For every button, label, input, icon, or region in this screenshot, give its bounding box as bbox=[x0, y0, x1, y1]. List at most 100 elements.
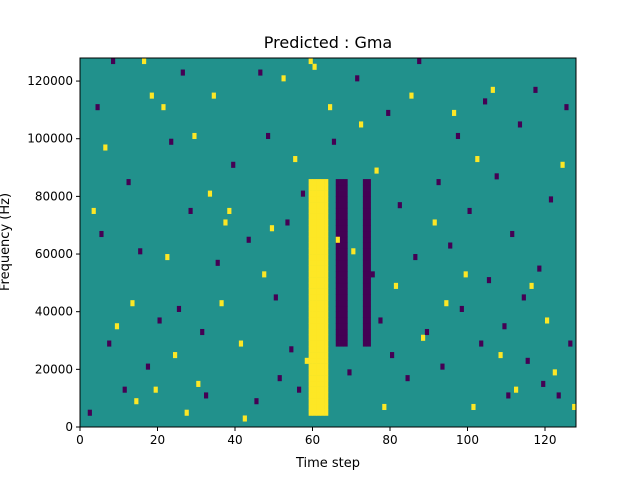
heatmap-cell bbox=[324, 277, 329, 284]
heatmap-cell bbox=[328, 104, 333, 111]
heatmap-cell bbox=[335, 190, 340, 197]
heatmap-cell bbox=[343, 230, 348, 238]
heatmap-cell bbox=[335, 328, 340, 336]
heatmap-cell bbox=[149, 92, 154, 99]
heatmap-cell bbox=[362, 294, 368, 301]
heatmap-cell bbox=[285, 219, 290, 226]
heatmap-cell bbox=[343, 248, 348, 255]
heatmap-cell bbox=[324, 317, 329, 324]
heatmap-cell bbox=[312, 323, 317, 330]
heatmap-cell bbox=[215, 259, 220, 266]
heatmap-cell bbox=[339, 236, 344, 243]
heatmap-cell bbox=[366, 254, 371, 261]
heatmap-cell bbox=[335, 294, 340, 301]
heatmap-cell bbox=[335, 184, 340, 191]
heatmap-cell bbox=[320, 259, 325, 266]
heatmap-cell bbox=[273, 294, 278, 301]
heatmap-cell bbox=[335, 196, 340, 203]
heatmap-cell bbox=[362, 317, 368, 324]
heatmap-cell bbox=[277, 375, 282, 382]
heatmap-cell bbox=[436, 179, 441, 186]
heatmap-cell bbox=[308, 403, 313, 411]
heatmap-cell bbox=[157, 317, 162, 324]
heatmap-cell bbox=[95, 104, 100, 111]
heatmap-cell bbox=[506, 392, 511, 399]
heatmap-cell bbox=[343, 202, 348, 209]
heatmap-cell bbox=[308, 277, 313, 284]
heatmap-cell bbox=[366, 242, 371, 249]
heatmap-cell bbox=[316, 242, 321, 249]
heatmap-cell bbox=[366, 190, 371, 197]
heatmap-cell bbox=[335, 230, 340, 238]
heatmap-cell bbox=[316, 317, 321, 324]
heatmap-cell bbox=[308, 196, 313, 203]
heatmap-cell bbox=[335, 179, 340, 186]
heatmap-cell bbox=[378, 317, 383, 324]
chart-title: Predicted : Gma bbox=[264, 33, 392, 52]
heatmap-cell bbox=[471, 403, 476, 411]
heatmap-cell bbox=[262, 271, 267, 278]
heatmap-cell bbox=[316, 386, 321, 393]
y-tick-label: 100000 bbox=[27, 132, 73, 146]
heatmap-cell bbox=[316, 352, 321, 359]
heatmap-cell bbox=[320, 357, 325, 364]
heatmap-cell bbox=[366, 196, 371, 203]
heatmap-cell bbox=[122, 386, 127, 393]
heatmap-cell bbox=[417, 58, 422, 65]
heatmap-cell bbox=[316, 357, 321, 364]
heatmap-cell bbox=[382, 403, 387, 411]
heatmap-cell bbox=[320, 277, 325, 284]
heatmap-cell bbox=[335, 340, 340, 347]
heatmap-cell bbox=[99, 230, 104, 238]
heatmap-cell bbox=[312, 311, 317, 318]
y-tick-label: 20000 bbox=[35, 362, 73, 376]
heatmap-cell bbox=[339, 300, 344, 307]
heatmap-cell bbox=[339, 202, 344, 209]
heatmap-cell bbox=[339, 334, 344, 341]
heatmap-cell bbox=[335, 236, 340, 243]
heatmap-cell bbox=[343, 271, 348, 278]
heatmap-cell bbox=[324, 294, 329, 301]
heatmap-cell bbox=[324, 340, 329, 347]
heatmap-cell bbox=[362, 277, 368, 284]
heatmap-cell bbox=[308, 311, 313, 318]
heatmap-cell bbox=[246, 236, 251, 243]
heatmap-cell bbox=[324, 409, 329, 416]
heatmap-cell bbox=[366, 236, 371, 243]
heatmap-cell bbox=[308, 340, 313, 347]
heatmap-cell bbox=[502, 323, 507, 330]
heatmap-cell bbox=[320, 340, 325, 347]
heatmap-cell bbox=[316, 369, 321, 376]
heatmap-cell bbox=[308, 282, 313, 289]
heatmap-cell bbox=[362, 254, 368, 261]
heatmap-cell bbox=[308, 213, 313, 220]
heatmap-cell bbox=[227, 207, 232, 214]
heatmap-cell bbox=[324, 375, 329, 382]
heatmap-cell bbox=[362, 184, 368, 191]
heatmap-cell bbox=[312, 357, 317, 364]
heatmap-cell bbox=[312, 375, 317, 382]
heatmap-cell bbox=[320, 409, 325, 416]
heatmap-cell bbox=[335, 213, 340, 220]
heatmap-cell bbox=[308, 207, 313, 214]
heatmap-cell bbox=[347, 369, 352, 376]
heatmap-cell bbox=[362, 305, 368, 312]
y-tick-label: 120000 bbox=[27, 74, 73, 88]
heatmap-cell bbox=[343, 259, 348, 266]
heatmap-cell bbox=[324, 300, 329, 307]
heatmap-cell bbox=[91, 207, 96, 214]
heatmap-cell bbox=[339, 305, 344, 312]
heatmap-cell bbox=[316, 259, 321, 266]
heatmap-cell bbox=[362, 340, 368, 347]
heatmap-cell bbox=[467, 207, 472, 214]
heatmap-cell bbox=[238, 340, 244, 347]
heatmap-cell bbox=[362, 311, 368, 318]
heatmap-cell bbox=[339, 242, 344, 249]
heatmap-cell bbox=[312, 225, 317, 232]
heatmap-cell bbox=[343, 328, 348, 336]
heatmap-cell bbox=[312, 328, 317, 336]
heatmap-cell bbox=[320, 202, 325, 209]
heatmap-cell bbox=[308, 265, 313, 272]
heatmap-cell bbox=[560, 161, 565, 168]
heatmap-cell bbox=[308, 375, 313, 382]
